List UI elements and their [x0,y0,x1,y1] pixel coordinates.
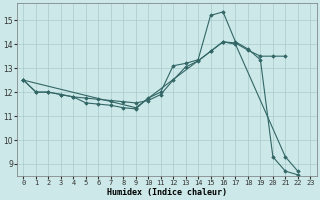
X-axis label: Humidex (Indice chaleur): Humidex (Indice chaleur) [107,188,227,197]
